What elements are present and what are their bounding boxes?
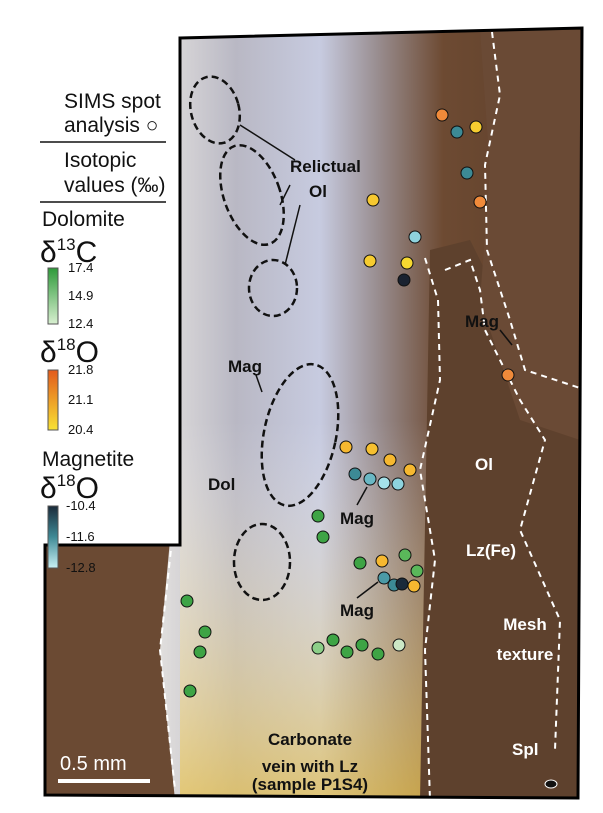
annotation: vein with Lz xyxy=(262,757,358,776)
colorbar-tick: 20.4 xyxy=(68,422,93,437)
annotation: Ol xyxy=(309,182,327,201)
legend-text: analysis ○ xyxy=(64,114,158,137)
annotation: (sample P1S4) xyxy=(252,775,368,794)
annotation: texture xyxy=(497,645,554,664)
delta: δ xyxy=(40,472,57,505)
annotation: Spl xyxy=(512,740,538,759)
colorbar xyxy=(48,370,58,430)
colorbar-tick: -11.6 xyxy=(66,529,95,544)
colorbar xyxy=(48,268,58,324)
legend-text: Dolomite xyxy=(42,208,125,231)
micrograph xyxy=(40,20,600,810)
figure: Relictual Ol Mag Mag Mag Mag Dol Ol Lz(F… xyxy=(0,0,603,813)
legend-text: SIMS spot xyxy=(64,90,161,113)
annotation: Mag xyxy=(340,601,374,620)
annotation: Carbonate xyxy=(268,730,352,749)
colorbar-tick: 21.8 xyxy=(68,362,93,377)
spinel-mark xyxy=(545,780,557,788)
annotation: Ol xyxy=(475,455,493,474)
colorbar-tick: 17.4 xyxy=(68,260,93,275)
delta: δ xyxy=(40,236,57,269)
annotation: Mag xyxy=(228,357,262,376)
annotation: Lz(Fe) xyxy=(466,541,516,560)
colorbar-tick: -10.4 xyxy=(66,498,96,513)
annotation: Dol xyxy=(208,475,235,494)
delta: δ xyxy=(40,336,57,369)
annotation: Mag xyxy=(465,312,499,331)
colorbar xyxy=(48,506,58,568)
annotation: Relictual xyxy=(290,157,361,176)
colorbar-tick: 21.1 xyxy=(68,392,93,407)
legend: SIMS spot analysis ○ Isotopic values (‰)… xyxy=(40,90,166,575)
mass: 18 xyxy=(57,471,76,490)
colorbar-tick: -12.8 xyxy=(66,560,96,575)
legend-text: values (‰) xyxy=(64,174,166,197)
colorbar-tick: 14.9 xyxy=(68,288,93,303)
mass: 18 xyxy=(57,335,76,354)
scale-bar-label: 0.5 mm xyxy=(60,753,127,775)
legend-text: Isotopic xyxy=(64,149,136,172)
annotation: Mesh xyxy=(503,615,546,634)
colorbar-tick: 12.4 xyxy=(68,316,93,331)
annotation: Mag xyxy=(340,509,374,528)
legend-text: Magnetite xyxy=(42,448,134,471)
mass: 13 xyxy=(57,235,76,254)
